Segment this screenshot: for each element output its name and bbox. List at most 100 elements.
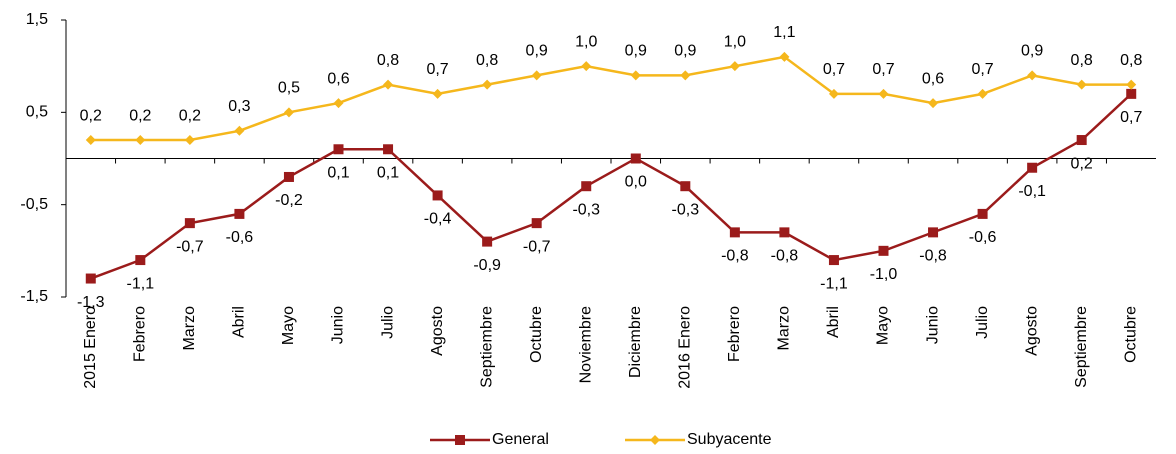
data-label: -0,6 [969, 229, 997, 246]
y-tick-label: -0,5 [20, 196, 48, 213]
x-tick-label: Julio [379, 306, 396, 339]
marker [383, 144, 394, 155]
data-label: -0,4 [424, 211, 452, 228]
x-tick-label: Octubre [1122, 306, 1139, 363]
series-line [90, 55, 1132, 142]
data-label: 0,2 [80, 107, 102, 124]
x-tick-label: 2016 Enero [677, 306, 694, 389]
marker [1076, 79, 1087, 90]
x-tick-label: Mayo [280, 306, 297, 345]
marker [1076, 135, 1087, 146]
data-label: 1,1 [773, 24, 795, 41]
marker [680, 70, 691, 81]
legend-label: General [492, 431, 549, 448]
data-label: 0,8 [1120, 52, 1142, 69]
marker [482, 79, 493, 90]
data-label: 0,6 [922, 70, 944, 87]
data-label: 0,8 [476, 52, 498, 69]
data-label: 0,7 [1120, 109, 1142, 126]
data-label: 1,0 [724, 33, 746, 50]
data-label: -1,1 [820, 275, 848, 292]
data-label: 0,5 [278, 80, 300, 97]
data-label: -0,9 [473, 257, 501, 274]
x-tick-label: Abril [231, 306, 248, 338]
marker [531, 218, 542, 229]
data-label: 0,2 [1071, 155, 1093, 172]
x-tick-label: Mayo [875, 306, 892, 345]
marker [977, 208, 988, 219]
x-tick-label: 2015 Enero [82, 306, 99, 389]
marker [928, 227, 939, 238]
data-label: 0,7 [971, 61, 993, 78]
marker [482, 236, 493, 247]
x-tick-label: Febrero [132, 306, 149, 362]
marker [234, 125, 245, 136]
x-tick-label: Marzo [776, 306, 793, 351]
data-label: 0,9 [674, 43, 696, 60]
marker [234, 208, 245, 219]
marker [531, 70, 542, 81]
data-label: 0,8 [1071, 52, 1093, 69]
data-label: 0,9 [526, 43, 548, 60]
series-line [90, 92, 1133, 280]
legend-label: Subyacente [687, 431, 772, 448]
data-label: 0,9 [625, 43, 647, 60]
data-label: 0,3 [228, 98, 250, 115]
x-tick-label: Marzo [181, 306, 198, 351]
data-label: 0,7 [823, 61, 845, 78]
x-tick-label: Febrero [726, 306, 743, 362]
marker [85, 135, 96, 146]
x-tick-label: Septiembre [478, 306, 495, 388]
x-tick-label: Junio [924, 306, 941, 344]
legend-marker [455, 435, 465, 445]
data-label: -0,2 [275, 192, 303, 209]
marker [729, 61, 740, 72]
marker [581, 181, 592, 192]
data-label: -0,6 [226, 229, 254, 246]
marker [581, 61, 592, 72]
data-label: -0,3 [572, 201, 600, 218]
marker [383, 79, 394, 90]
legend-marker [650, 435, 660, 445]
x-tick-label: Diciembre [627, 306, 644, 378]
x-tick-label: Octubre [528, 306, 545, 363]
data-label: 0,7 [872, 61, 894, 78]
data-label: 1,0 [575, 33, 597, 50]
marker [779, 51, 790, 62]
data-label: 0,7 [426, 61, 448, 78]
marker [878, 88, 889, 99]
data-label: 0,8 [377, 52, 399, 69]
marker [729, 227, 740, 238]
marker [680, 181, 691, 192]
marker [184, 135, 195, 146]
data-label: -0,1 [1018, 183, 1046, 200]
marker [432, 88, 443, 99]
x-tick-label: Agosto [429, 306, 446, 356]
data-label: -1,0 [870, 266, 898, 283]
data-label: -0,8 [721, 248, 749, 265]
marker [630, 70, 641, 81]
marker [828, 255, 839, 266]
marker [1027, 162, 1038, 173]
data-label: -1,1 [127, 275, 155, 292]
y-tick-label: -1,5 [20, 288, 48, 305]
data-label: -0,7 [176, 238, 204, 255]
data-label: -0,7 [523, 238, 551, 255]
data-label: 0,6 [327, 70, 349, 87]
marker [333, 98, 344, 109]
x-tick-label: Agosto [1023, 306, 1040, 356]
marker [283, 107, 294, 118]
data-label: 0,1 [327, 164, 349, 181]
data-label: -0,8 [919, 248, 947, 265]
marker [85, 273, 96, 284]
marker [135, 135, 146, 146]
data-label: 0,1 [377, 164, 399, 181]
marker [828, 88, 839, 99]
x-tick-label: Septiembre [1073, 306, 1090, 388]
marker [283, 171, 294, 182]
data-label: 0,2 [129, 107, 151, 124]
data-label: -1,3 [77, 294, 105, 311]
data-label: -0,8 [771, 248, 799, 265]
marker [135, 255, 146, 266]
